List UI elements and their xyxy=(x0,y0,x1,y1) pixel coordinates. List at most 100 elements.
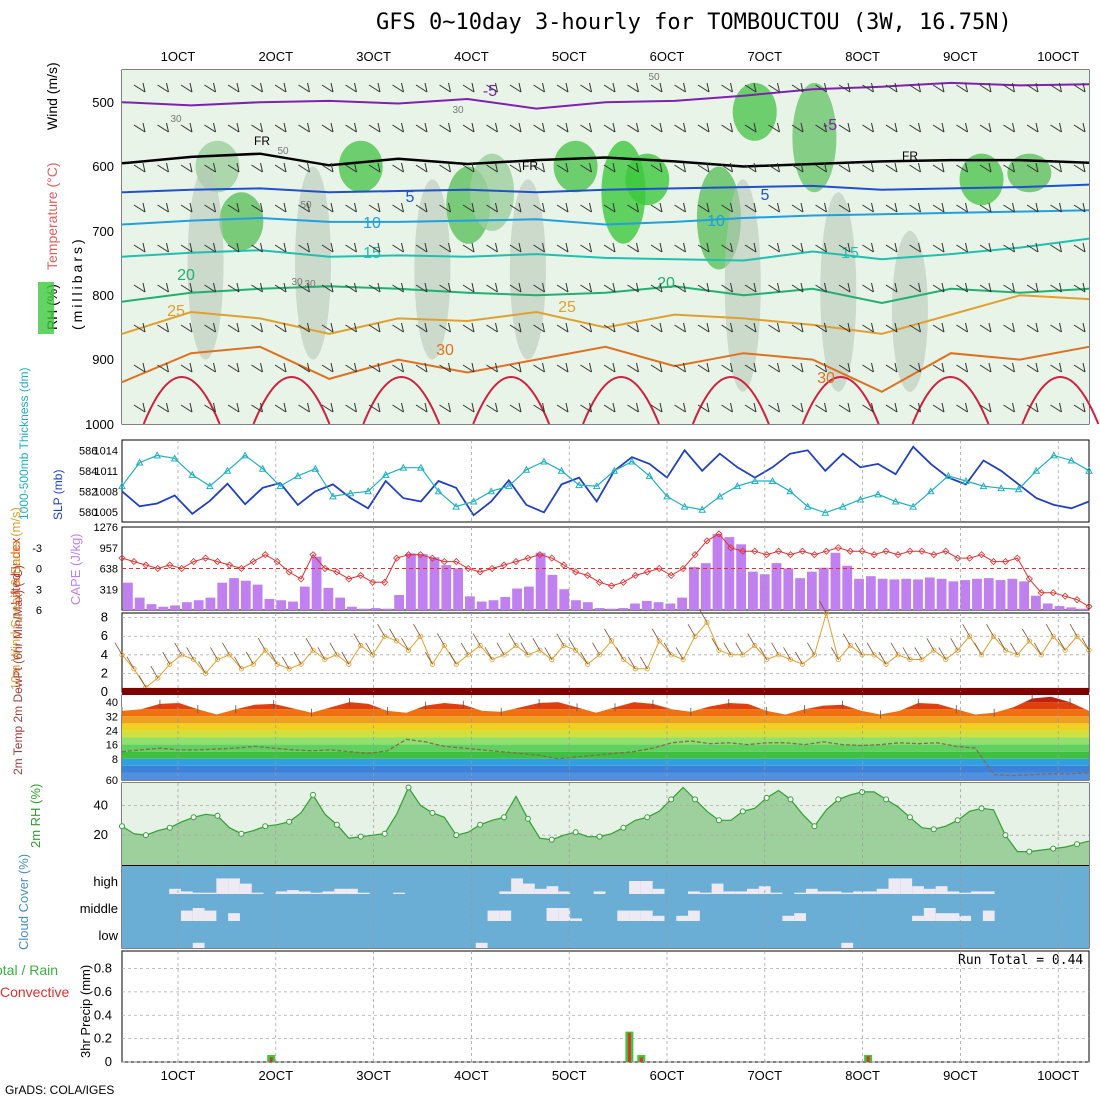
wind-barb xyxy=(556,284,569,293)
wind-barb xyxy=(1073,364,1086,373)
thickness-point xyxy=(891,497,900,505)
rh-point xyxy=(906,814,913,821)
temperature-band xyxy=(122,772,1089,780)
cloud-cell-high xyxy=(971,891,983,894)
temperature-contour-35 xyxy=(582,376,660,425)
wind-barb xyxy=(589,322,592,333)
wind-barb xyxy=(213,322,216,333)
wind-legend-label: Wind (m/s) xyxy=(44,62,60,130)
wind-barb xyxy=(542,362,545,373)
cape-bar xyxy=(854,578,864,610)
wind-barb xyxy=(377,322,381,333)
wind-barb xyxy=(791,324,804,333)
wind-barb xyxy=(941,202,945,213)
top-date-tick-label: 3OCT xyxy=(356,49,391,64)
wind-barb xyxy=(448,82,451,93)
cape-bar xyxy=(559,589,570,610)
wind-barb xyxy=(495,402,498,413)
wind-barb xyxy=(650,404,663,413)
wind-barb xyxy=(424,162,428,173)
cape-bar xyxy=(901,578,912,610)
wind-barb xyxy=(932,84,945,93)
temperature-contour-label: 5 xyxy=(406,189,415,206)
wind-barb xyxy=(413,624,421,637)
thickness-point xyxy=(311,464,320,472)
cape-bar xyxy=(512,588,522,610)
panel-frame xyxy=(121,439,1090,523)
wind-barb xyxy=(544,647,553,660)
temperature-contour-35 xyxy=(691,376,770,425)
wind-speed-point xyxy=(226,652,233,658)
lifted-index-point xyxy=(1037,589,1045,597)
wind-barb xyxy=(298,164,310,173)
cloud-cell-high xyxy=(959,892,972,894)
wind-barb xyxy=(800,242,804,253)
wind-barb xyxy=(1035,362,1039,373)
wind-barb xyxy=(902,647,911,660)
lifted-index-point xyxy=(894,551,902,559)
wind-speed-point xyxy=(1014,652,1020,658)
wind-barb xyxy=(918,282,921,293)
cloud-cell-high xyxy=(593,891,606,894)
wind-barb xyxy=(415,364,428,373)
wind-barb xyxy=(157,164,169,173)
wind-barb xyxy=(439,164,451,173)
cape-bar xyxy=(571,600,581,610)
wind-barb xyxy=(603,84,616,93)
wind-barb xyxy=(142,202,146,213)
wind-barb xyxy=(377,122,381,133)
wind-barb xyxy=(1082,362,1086,373)
wind-barb xyxy=(674,284,686,293)
wind-barb xyxy=(956,204,968,213)
lifted-index-point xyxy=(369,578,377,586)
wind-barb xyxy=(824,282,827,293)
wind-barb xyxy=(932,204,945,213)
top-date-tick-label: 5OCT xyxy=(552,49,587,64)
wind-barb xyxy=(142,162,146,173)
temperature-contour-35 xyxy=(801,376,880,425)
rh-point xyxy=(668,796,675,803)
wind-barb xyxy=(471,242,475,253)
rh-contour-region xyxy=(820,192,857,392)
wind-barb xyxy=(986,624,994,637)
temp-tick-label: 60 xyxy=(106,775,118,787)
wind-barb xyxy=(298,364,310,373)
rh-contour-region xyxy=(959,153,1004,206)
wind-barb xyxy=(721,124,733,133)
thickness-point xyxy=(645,471,654,479)
rh-contour-region xyxy=(509,179,546,360)
wind-barb xyxy=(847,202,851,213)
wind-barb xyxy=(307,122,310,133)
wind-barb xyxy=(885,124,898,133)
wind-barb xyxy=(909,404,921,413)
wind-barb xyxy=(166,362,169,373)
wind-barb xyxy=(777,242,780,253)
lifted-index-point xyxy=(607,582,616,590)
temperature-contour-label: FR xyxy=(522,159,538,173)
wind-barb xyxy=(650,164,663,173)
wind-barb xyxy=(495,202,498,213)
wind-barb xyxy=(509,124,522,133)
wind-barb xyxy=(956,324,968,333)
wind-barb xyxy=(542,82,545,93)
wind-barb xyxy=(204,404,216,413)
wind-barb xyxy=(988,362,992,373)
cloud-cell-high xyxy=(204,892,217,894)
wind-barb xyxy=(257,637,266,651)
wind-barb xyxy=(768,164,780,173)
temperature-contour-label: -5 xyxy=(483,83,497,100)
cape-bar xyxy=(1054,606,1065,610)
wind-barb xyxy=(307,162,310,173)
wind-barb xyxy=(542,282,545,293)
wind-barb xyxy=(1012,402,1015,413)
wind-barb xyxy=(730,202,733,213)
wind-barb xyxy=(377,362,381,373)
wind-barb xyxy=(368,204,381,213)
wind-barb xyxy=(227,84,240,93)
wind-barb xyxy=(213,122,216,133)
rh-point xyxy=(811,823,818,830)
wind-barb xyxy=(885,284,898,293)
wind-barb xyxy=(894,242,898,253)
cloud-cell-middle xyxy=(499,910,512,921)
